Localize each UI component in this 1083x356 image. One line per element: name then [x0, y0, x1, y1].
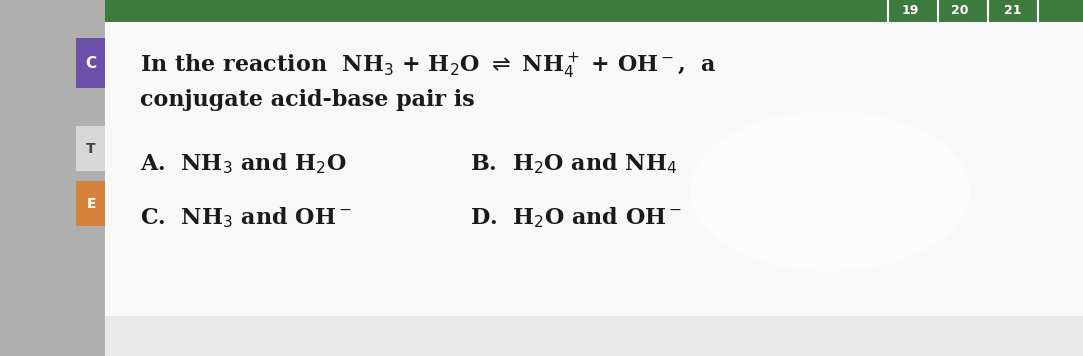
Text: 20: 20	[951, 5, 969, 17]
Text: 21: 21	[1004, 5, 1021, 17]
Bar	[76, 126, 105, 171]
Text: In the reaction  NH$_3$ + H$_2$O $\rightleftharpoons$ NH$_4^+$ + OH$^-$,  a: In the reaction NH$_3$ + H$_2$O $\rightl…	[140, 51, 717, 81]
Text: conjugate acid-base pair is: conjugate acid-base pair is	[140, 89, 474, 111]
Text: D.  H$_2$O and OH$^-$: D. H$_2$O and OH$^-$	[470, 206, 682, 230]
Text: B.  H$_2$O and NH$_4$: B. H$_2$O and NH$_4$	[470, 152, 677, 176]
Text: E: E	[87, 197, 95, 211]
Ellipse shape	[690, 111, 970, 271]
Bar	[0, 0, 105, 356]
Bar	[105, 316, 1083, 356]
Text: A.  NH$_3$ and H$_2$O: A. NH$_3$ and H$_2$O	[140, 152, 347, 176]
Bar	[105, 0, 1083, 22]
Bar	[76, 38, 105, 88]
Bar	[76, 181, 105, 226]
Text: C.  NH$_3$ and OH$^-$: C. NH$_3$ and OH$^-$	[140, 206, 352, 230]
Text: C: C	[86, 56, 96, 70]
Text: T: T	[87, 142, 95, 156]
Text: 19: 19	[901, 5, 918, 17]
